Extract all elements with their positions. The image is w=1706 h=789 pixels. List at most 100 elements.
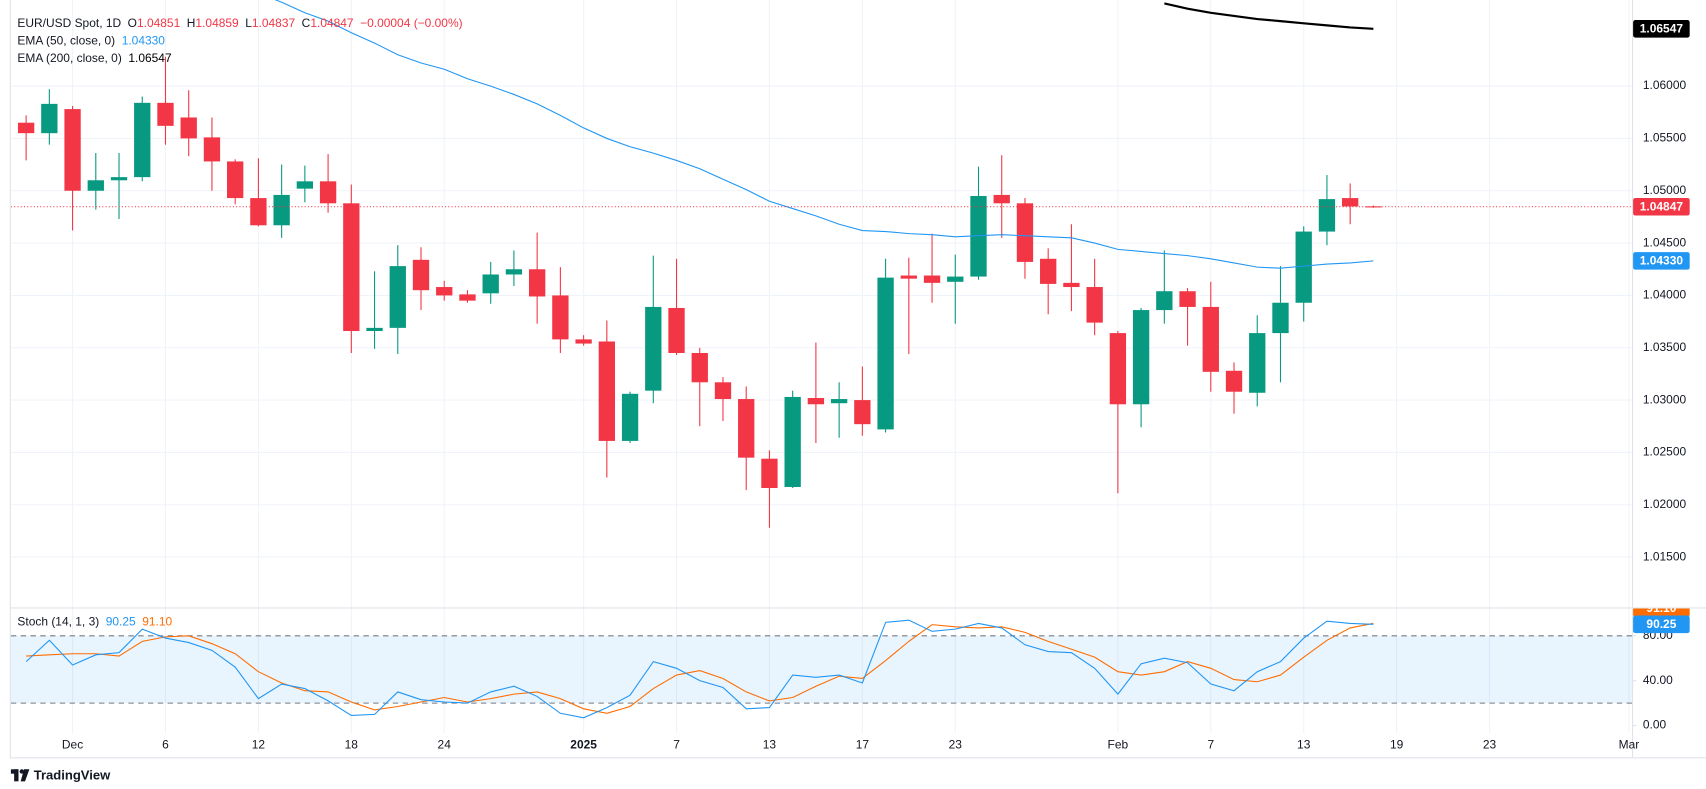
candle-body <box>598 341 615 441</box>
y-tick-label: 1.02500 <box>1643 445 1687 459</box>
candle-body <box>436 287 453 296</box>
y-tick-label: 1.05000 <box>1643 183 1687 197</box>
ema-value: 1.04330 <box>122 34 166 48</box>
candle-body <box>1342 198 1359 207</box>
x-tick-label: 6 <box>162 737 169 751</box>
ohlc-value: 1.04847 <box>310 16 354 30</box>
y-tick-label: 1.03000 <box>1643 392 1687 406</box>
candle-body <box>1365 206 1382 208</box>
candle-body <box>366 327 383 332</box>
price-badges: 1.04330 1.06547 1.04847 91.10 90.25 <box>1633 20 1690 634</box>
brand: TradingView <box>34 767 111 782</box>
axes: Dec 6 12 18 24 2025 7 13 17 23 Feb 7 13 19 23 Mar 1.0150… <box>62 78 1687 751</box>
x-tick-label: 23 <box>949 737 963 751</box>
candle-body <box>877 277 894 430</box>
change: −0.00004 (−0.00%) <box>360 16 462 30</box>
candle-body <box>947 276 964 282</box>
price-badge: 1.04330 <box>1633 252 1690 270</box>
candle-body <box>575 339 592 344</box>
candle-body <box>1156 291 1173 311</box>
candle-body <box>203 137 221 162</box>
line-series <box>25 619 1374 719</box>
candle-body <box>1179 291 1196 307</box>
x-tick-label: 19 <box>1390 737 1404 751</box>
x-tick-label: Mar <box>1619 737 1640 751</box>
candle-body <box>900 275 917 279</box>
candle-body <box>761 458 778 489</box>
line-series <box>1164 2 1374 30</box>
badge-label: 1.04330 <box>1640 254 1684 268</box>
x-tick-label: 2025 <box>570 737 597 751</box>
price-pane <box>10 0 1633 528</box>
ohlc-value: 1.04851 <box>137 16 181 30</box>
x-tick-label: Feb <box>1108 737 1129 751</box>
price-badge: 91.10 <box>1633 601 1690 617</box>
y-tick-label: 1.06000 <box>1643 78 1687 92</box>
candle-body <box>459 294 476 301</box>
candle-body <box>1086 287 1103 323</box>
frame <box>9 0 1706 759</box>
candle-body <box>227 161 244 199</box>
candle-body <box>180 117 197 139</box>
candle-body <box>296 181 314 189</box>
candle-body <box>110 177 128 181</box>
badge-label: 91.10 <box>1646 601 1676 615</box>
candle-body <box>830 399 848 404</box>
x-tick-label: 18 <box>345 737 359 751</box>
x-tick-label: 24 <box>438 737 452 751</box>
logo-shape <box>19 769 24 774</box>
ohlc-label: H <box>187 16 196 30</box>
y-tick-label: 1.05500 <box>1643 131 1687 145</box>
candle-body <box>1272 302 1289 334</box>
ema-value: 1.06547 <box>128 51 172 65</box>
candle-body <box>1016 203 1034 262</box>
ohlc-value: 1.04859 <box>195 16 239 30</box>
y-tick-label: 1.02000 <box>1643 497 1687 511</box>
candle-body <box>1249 333 1266 393</box>
symbol: EUR/USD Spot, 1D <box>17 16 121 30</box>
ohlc-value: 1.04837 <box>252 16 296 30</box>
chart-legend: EUR/USD Spot, 1D O1.04851 H1.04859 L1.04837… <box>17 16 462 30</box>
candle-body <box>784 396 801 487</box>
candle-body <box>854 400 871 425</box>
badge-label: 1.04847 <box>1640 199 1684 213</box>
y-tick-label: 1.01500 <box>1643 549 1687 563</box>
y-tick-label: 1.04000 <box>1643 288 1687 302</box>
candle-body <box>807 397 825 405</box>
badge-bg <box>1633 198 1690 216</box>
candle-body <box>482 274 499 294</box>
line-series <box>26 622 1374 714</box>
badge-bg <box>1633 615 1690 634</box>
candle-body <box>343 203 360 332</box>
badge-bg <box>1633 20 1690 38</box>
candle-body <box>528 269 546 297</box>
candle-body <box>738 399 755 458</box>
candle-body <box>41 103 58 134</box>
badge-label: 90.25 <box>1646 617 1676 631</box>
price-badge: 90.25 <box>1633 615 1690 634</box>
stoch-pane <box>10 619 1633 719</box>
candle-body <box>1040 258 1057 284</box>
stoch-value: 91.10 <box>142 615 172 629</box>
candle-body <box>157 102 174 126</box>
candle-body <box>505 269 523 275</box>
ema-name: EMA (50, close, 0) <box>17 34 115 48</box>
x-tick-label: 7 <box>673 737 680 751</box>
candle-body <box>1109 333 1127 405</box>
candle-body <box>970 195 987 277</box>
candle-body <box>17 122 35 134</box>
x-tick-label: 23 <box>1483 737 1497 751</box>
x-tick-label: 17 <box>856 737 870 751</box>
candle-body <box>1295 231 1312 303</box>
candle-body <box>1202 306 1219 372</box>
level-band <box>10 635 1633 704</box>
ema-legend: EMA (50, close, 0) 1.04330 <box>17 34 165 48</box>
y-tick-label: 1.03500 <box>1643 340 1687 354</box>
candle-body <box>1063 282 1080 288</box>
candle-body <box>1225 370 1243 392</box>
x-tick-label: 7 <box>1207 737 1214 751</box>
y-tick-label: 0.00 <box>1643 718 1667 732</box>
